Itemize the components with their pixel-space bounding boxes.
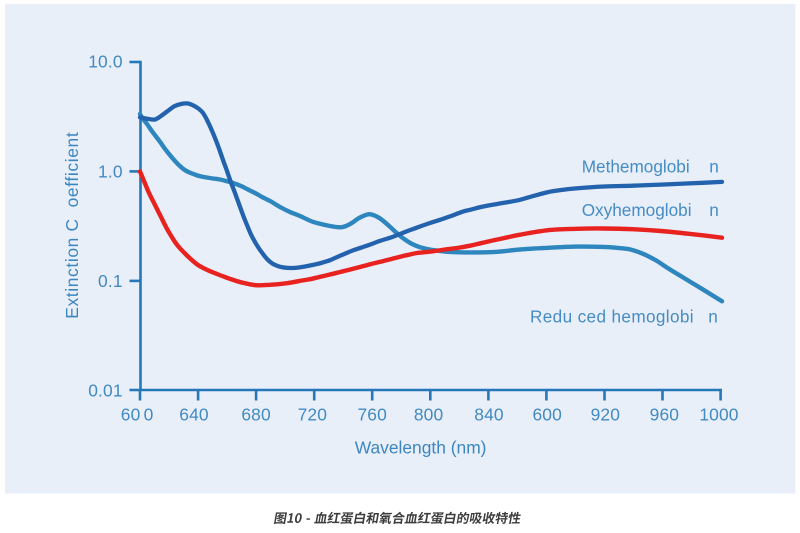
svg-text:Methemoglobi: Methemoglobi [582,156,690,176]
svg-text:640: 640 [179,405,208,425]
svg-text:840: 840 [474,405,503,425]
svg-text:Redu ced hemoglobi: Redu ced hemoglobi [530,306,694,326]
svg-text:1.0: 1.0 [98,162,123,182]
svg-text:0.01: 0.01 [88,381,122,401]
svg-text:920: 920 [591,405,620,425]
svg-text:600: 600 [532,405,561,425]
svg-text:Extinction C oefficient: Extinction C oefficient [62,132,82,319]
svg-text:n: n [708,306,718,326]
svg-text:0.1: 0.1 [98,271,123,291]
svg-text:Oxyhemoglobi: Oxyhemoglobi [582,200,692,220]
svg-text:10.0: 10.0 [88,52,122,72]
svg-text:n: n [709,156,719,176]
svg-text:800: 800 [414,405,443,425]
svg-text:1000: 1000 [699,405,738,425]
svg-text:Wavelength (nm): Wavelength (nm) [355,438,487,458]
svg-text:960: 960 [650,405,679,425]
svg-text:760: 760 [357,405,386,425]
svg-text:n: n [709,200,719,220]
svg-text:0: 0 [144,405,154,425]
svg-text:680: 680 [241,405,270,425]
svg-text:720: 720 [298,405,327,425]
svg-text:60: 60 [121,405,141,425]
